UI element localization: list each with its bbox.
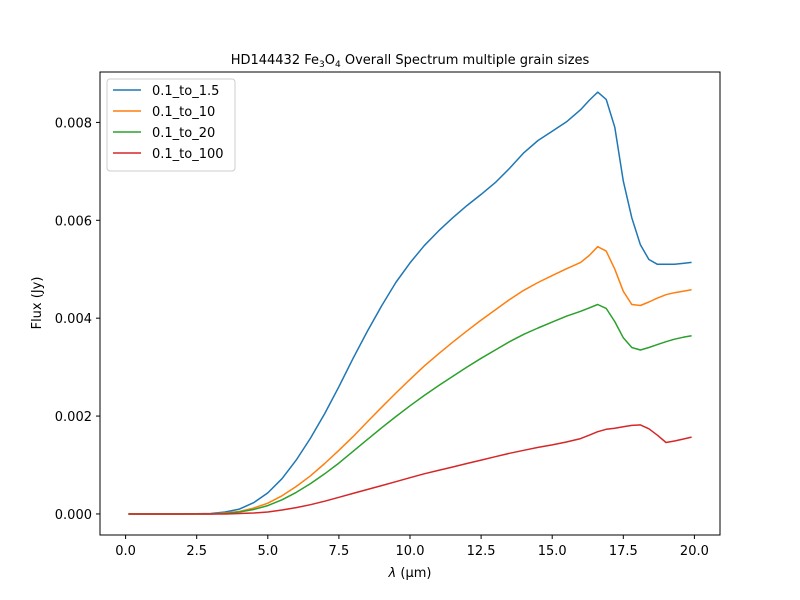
series-line-0.1_to_100 [128,424,692,515]
x-tick-label: 7.5 [329,544,350,559]
x-tick-label: 15.0 [538,544,567,559]
plot-frame [99,71,721,536]
x-axis-symbol: λ [388,566,397,581]
title-sub1: 3 [319,60,325,70]
legend-label: 0.1_to_10 [152,105,215,120]
y-axis-ticks: 0.000 0.002 0.004 0.006 0.008 [55,116,100,523]
x-tick-label: 5.0 [257,544,278,559]
legend-label: 0.1_to_100 [152,147,224,162]
legend-label: 0.1_to_20 [152,126,215,141]
x-axis-label: λ (μm) [388,566,432,581]
series-layer [128,91,692,515]
y-tick-label: 0.004 [55,312,92,327]
y-axis-label: Flux (Jy) [30,277,45,330]
title-suffix: Overall Spectrum multiple grain sizes [341,53,590,68]
x-tick-label: 10.0 [396,544,425,559]
y-tick-label: 0.008 [55,116,92,131]
chart-title: HD144432 Fe3O4 Overall Spectrum multiple… [231,53,590,70]
title-prefix: HD144432 Fe [231,53,319,68]
series-line-0.1_to_20 [128,303,692,515]
x-tick-label: 2.5 [186,544,207,559]
legend-box [106,78,236,172]
x-axis-unit: (μm) [396,566,431,581]
x-tick-label: 20.0 [680,544,709,559]
x-tick-label: 0.0 [115,544,136,559]
series-line-0.1_to_1.5 [128,91,692,515]
title-sub2: 4 [335,60,341,70]
legend-label: 0.1_to_1.5 [152,84,219,99]
y-tick-label: 0.002 [55,410,92,425]
series-line-0.1_to_10 [128,245,692,515]
x-tick-label: 12.5 [467,544,496,559]
y-tick-label: 0.000 [55,508,92,523]
x-tick-label: 17.5 [609,544,638,559]
y-tick-label: 0.006 [55,214,92,229]
x-axis-ticks: 0.0 2.5 5.0 7.5 10.0 12.5 15.0 17.5 20.0 [115,535,709,559]
legend: 0.1_to_1.5 0.1_to_10 0.1_to_20 0.1_to_100 [106,78,236,172]
title-mid: O [325,53,335,68]
